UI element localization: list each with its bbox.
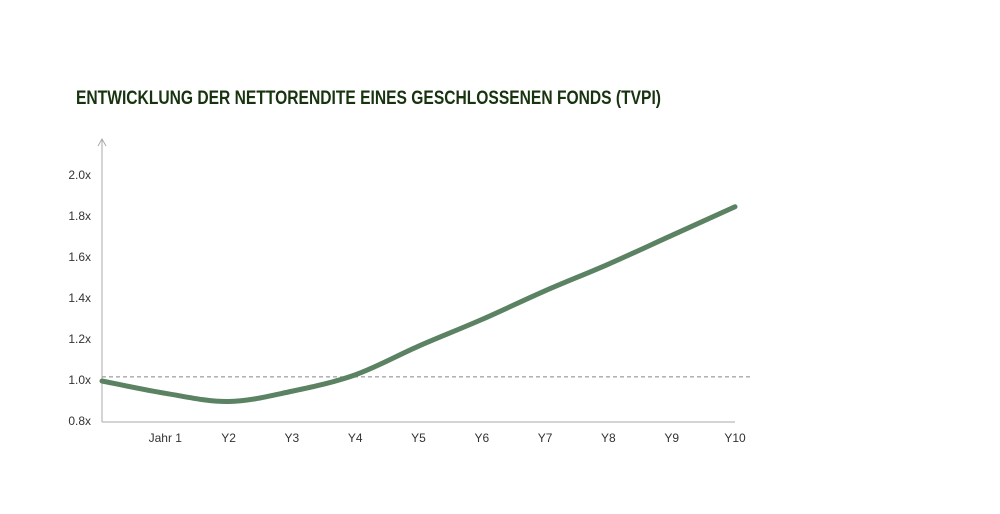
y-tick-label: 1.6x [68,250,91,264]
x-tick-label: Y8 [601,431,616,445]
x-tick-label: Y9 [664,431,679,445]
y-axis-arrow [97,137,107,147]
x-tick-label: Jahr 1 [149,431,183,445]
x-tick-label: Y3 [285,431,300,445]
series-line [99,204,738,405]
x-tick-label: Y7 [538,431,553,445]
y-tick-label: 1.8x [68,209,91,223]
y-tick-label: 1.0x [68,373,91,387]
x-tick-label: Y10 [724,431,746,445]
x-tick-label: Y2 [221,431,236,445]
x-tick-label: Y5 [411,431,426,445]
y-tick-label: 1.2x [68,332,91,346]
chart-title: ENTWICKLUNG DER NETTORENDITE EINES GESCH… [76,88,661,109]
y-tick-label: 1.4x [68,291,91,305]
y-tick-label: 0.8x [68,414,91,428]
x-tick-label: Y4 [348,431,363,445]
x-tick-label: Y6 [474,431,489,445]
y-tick-label: 2.0x [68,168,91,182]
